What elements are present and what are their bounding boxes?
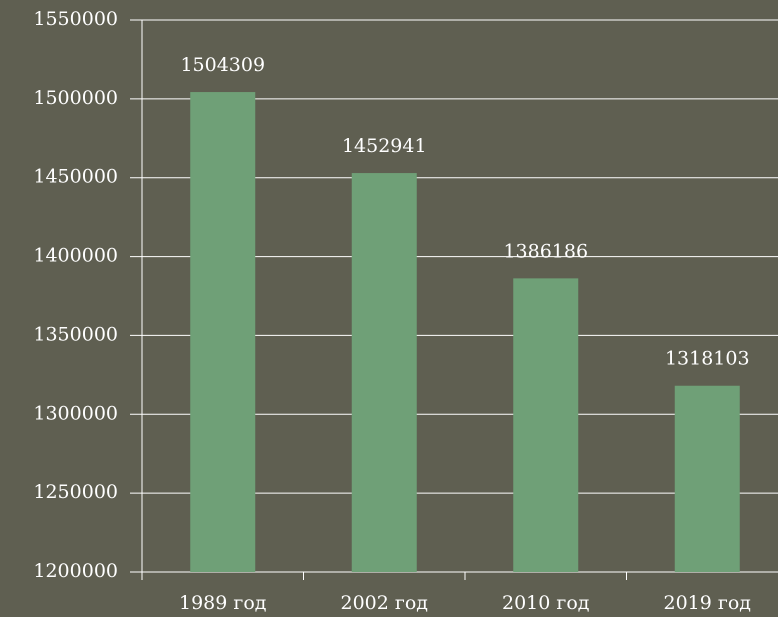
x-tick-label: 2019 год (664, 592, 752, 614)
data-label: 1386186 (503, 240, 588, 262)
y-tick-label: 1250000 (33, 481, 118, 503)
bar (351, 173, 417, 572)
y-tick-label: 1300000 (33, 402, 118, 424)
y-tick-label: 1550000 (33, 8, 118, 30)
y-tick-label: 1350000 (33, 323, 118, 345)
x-tick-label: 1989 год (179, 592, 267, 614)
data-label: 1504309 (180, 54, 265, 76)
y-tick-label: 1200000 (33, 560, 118, 582)
y-tick-label: 1400000 (33, 245, 118, 267)
x-tick-label: 2010 год (502, 592, 590, 614)
data-label: 1318103 (665, 348, 750, 370)
y-tick-label: 1450000 (33, 166, 118, 188)
y-tick-label: 1500000 (33, 87, 118, 109)
bar (190, 92, 256, 573)
x-tick-label: 2002 год (341, 592, 429, 614)
bar (513, 278, 579, 572)
data-label: 1452941 (342, 135, 427, 157)
bar (674, 385, 740, 572)
